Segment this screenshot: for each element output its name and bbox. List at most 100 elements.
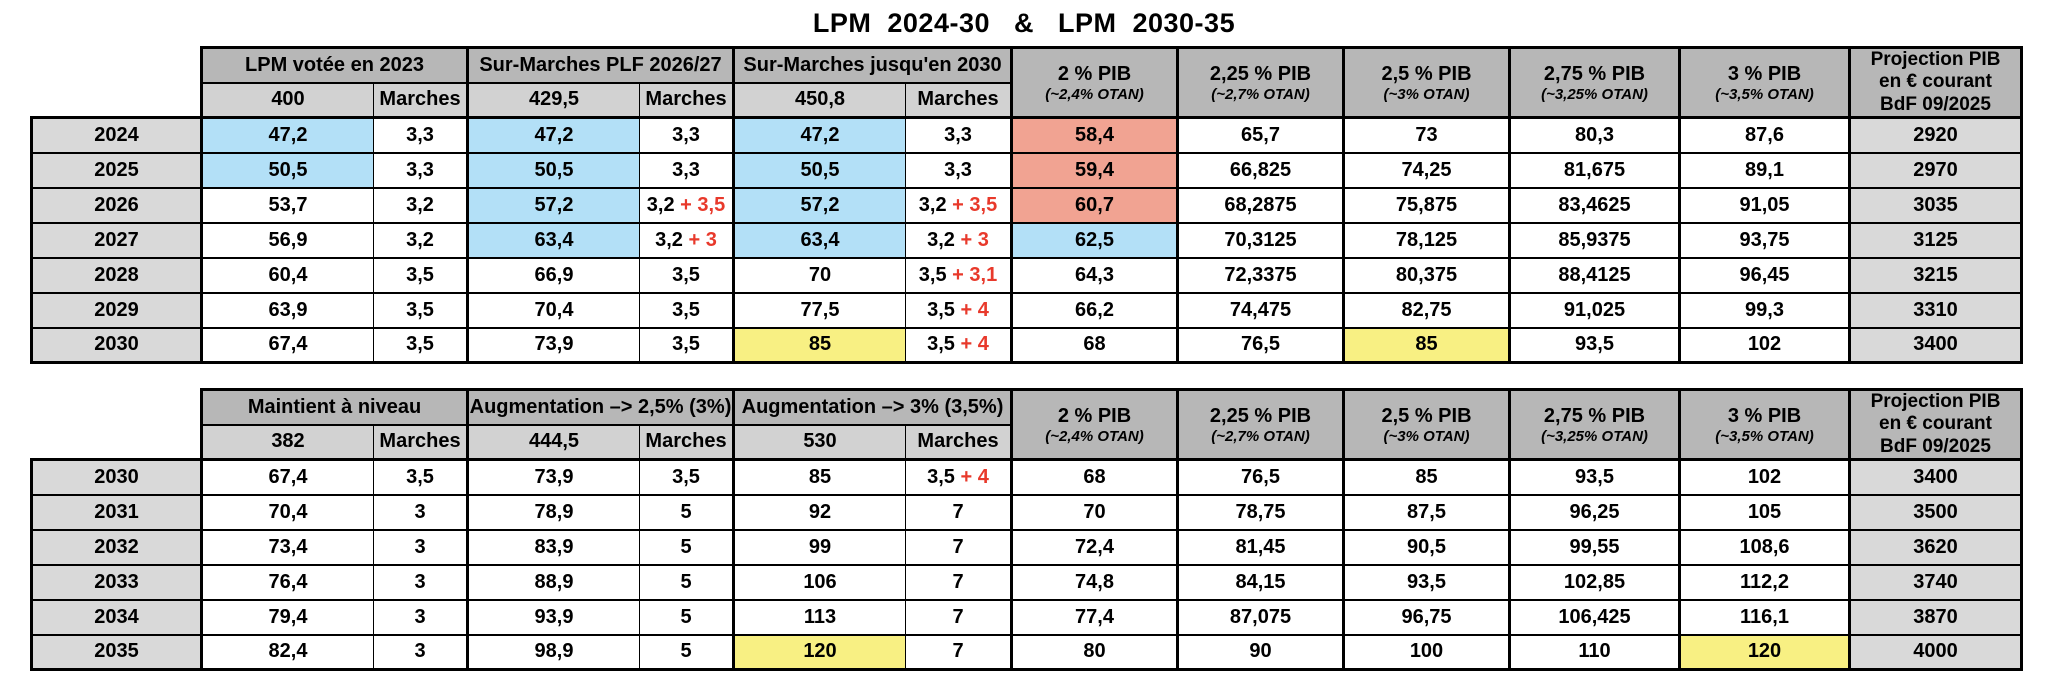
pib-value-cell: 91,05	[1678, 186, 1850, 224]
budget-value-cell: 53,7	[200, 186, 374, 224]
marches-value-cell: 3,5	[639, 291, 734, 329]
marches-value-cell: 3,5	[373, 458, 468, 496]
pib-value-cell: 60,7	[1010, 186, 1178, 224]
marches-value-cell: 3,5 + 4	[905, 458, 1012, 496]
pib-header-otan: (~2,4% OTAN)	[1045, 427, 1144, 445]
marches-value-cell: 3,2	[373, 186, 468, 224]
pib-value-cell: 80,3	[1508, 116, 1680, 154]
budget-value-cell: 63,4	[466, 221, 640, 259]
year-cell: 2031	[30, 493, 202, 531]
budget-value-cell: 57,2	[732, 186, 906, 224]
pib-value-cell: 74,25	[1342, 151, 1510, 189]
pib-value-cell: 99,3	[1678, 291, 1850, 329]
budget-value-cell: 88,9	[466, 563, 640, 601]
pib-value-cell: 81,45	[1176, 528, 1344, 566]
marches-value-cell: 3	[373, 563, 468, 601]
projection-header: Projection PIB en € courant BdF 09/2025	[1848, 45, 2023, 120]
pib-value-cell: 96,75	[1342, 598, 1510, 636]
pib-value-cell: 120	[1678, 633, 1850, 672]
pib-value-cell: 66,2	[1010, 291, 1178, 329]
pib-header: 2,5 % PIB (~3% OTAN)	[1342, 387, 1510, 462]
table-lpm-2024-30: LPM votée en 2023 Sur-Marches PLF 2026/27…	[30, 45, 2023, 365]
pib-value-cell: 106,425	[1508, 598, 1680, 636]
year-cell: 2025	[30, 151, 202, 189]
pib-header-label: 2,5 % PIB	[1381, 404, 1472, 427]
marches-value-cell: 3,2 + 3	[905, 221, 1012, 259]
budget-value-cell: 67,4	[200, 326, 374, 365]
pib-header: 2,25 % PIB (~2,7% OTAN)	[1176, 387, 1344, 462]
red-increment: + 3	[682, 228, 717, 251]
pib-value-cell: 66,825	[1176, 151, 1344, 189]
pib-value-cell: 88,4125	[1508, 256, 1680, 294]
year-cell: 2030	[30, 458, 202, 496]
projection-value-cell: 4000	[1848, 633, 2023, 672]
projection-value-cell: 3400	[1848, 458, 2023, 496]
marches-value-cell: 3,3	[905, 151, 1012, 189]
marches-value-cell: 7	[905, 493, 1012, 531]
marches-value-cell: 3,5 + 3,1	[905, 256, 1012, 294]
projection-value-cell: 3870	[1848, 598, 2023, 636]
pib-value-cell: 99,55	[1508, 528, 1680, 566]
pib-header-otan: (~2,4% OTAN)	[1045, 85, 1144, 103]
budget-value-cell: 70,4	[466, 291, 640, 329]
marches-value-cell: 5	[639, 633, 734, 672]
projection-header: Projection PIB en € courant BdF 09/2025	[1848, 387, 2023, 462]
marches-value-cell: 3,3	[373, 151, 468, 189]
marches-header: Marches	[905, 81, 1012, 120]
pib-value-cell: 102	[1678, 458, 1850, 496]
pib-header: 2 % PIB (~2,4% OTAN)	[1010, 45, 1178, 120]
group-total-header: 429,5	[466, 81, 640, 120]
projection-value-cell: 2970	[1848, 151, 2023, 189]
pib-value-cell: 78,125	[1342, 221, 1510, 259]
pib-header: 2,5 % PIB (~3% OTAN)	[1342, 45, 1510, 120]
marches-value-cell: 7	[905, 633, 1012, 672]
pib-header-otan: (~2,7% OTAN)	[1211, 85, 1310, 103]
red-increment: + 4	[954, 298, 989, 321]
marches-value-cell: 3,5 + 4	[905, 291, 1012, 329]
group-total-header: 530	[732, 423, 906, 462]
pib-value-cell: 77,4	[1010, 598, 1178, 636]
pib-value-cell: 108,6	[1678, 528, 1850, 566]
pib-value-cell: 93,5	[1508, 458, 1680, 496]
pib-value-cell: 102,85	[1508, 563, 1680, 601]
pib-value-cell: 96,45	[1678, 256, 1850, 294]
pib-value-cell: 82,75	[1342, 291, 1510, 329]
group-header: Sur-Marches PLF 2026/27	[466, 45, 734, 84]
marches-value-cell: 3,5	[639, 256, 734, 294]
budget-value-cell: 73,4	[200, 528, 374, 566]
budget-value-cell: 50,5	[200, 151, 374, 189]
page-title: LPM 2024-30 & LPM 2030-35	[812, 8, 1236, 38]
budget-value-cell: 85	[732, 326, 906, 365]
budget-value-cell: 92	[732, 493, 906, 531]
group-header: Sur-Marches jusqu'en 2030	[732, 45, 1012, 84]
budget-value-cell: 73,9	[466, 458, 640, 496]
pib-header-otan: (~3,25% OTAN)	[1541, 85, 1648, 103]
pib-value-cell: 62,5	[1010, 221, 1178, 259]
pib-value-cell: 74,475	[1176, 291, 1344, 329]
group-total-header: 444,5	[466, 423, 640, 462]
pib-header-label: 3 % PIB	[1727, 404, 1802, 427]
pib-value-cell: 85,9375	[1508, 221, 1680, 259]
pib-value-cell: 90,5	[1342, 528, 1510, 566]
budget-value-cell: 56,9	[200, 221, 374, 259]
red-increment: + 3,5	[946, 193, 998, 216]
pib-value-cell: 87,075	[1176, 598, 1344, 636]
year-cell: 2026	[30, 186, 202, 224]
marches-value-cell: 3,2 + 3	[639, 221, 734, 259]
marches-value-cell: 3,5	[373, 326, 468, 365]
pib-value-cell: 93,75	[1678, 221, 1850, 259]
year-cell: 2030	[30, 326, 202, 365]
marches-value-cell: 3,5	[639, 458, 734, 496]
group-total-header: 382	[200, 423, 374, 462]
marches-value-cell: 3	[373, 528, 468, 566]
pib-value-cell: 83,4625	[1508, 186, 1680, 224]
pib-header: 3 % PIB (~3,5% OTAN)	[1678, 45, 1850, 120]
pib-value-cell: 110	[1508, 633, 1680, 672]
marches-value-cell: 7	[905, 528, 1012, 566]
year-cell: 2028	[30, 256, 202, 294]
marches-header: Marches	[373, 81, 468, 120]
pib-value-cell: 76,5	[1176, 326, 1344, 365]
pib-value-cell: 96,25	[1508, 493, 1680, 531]
group-total-header: 450,8	[732, 81, 906, 120]
